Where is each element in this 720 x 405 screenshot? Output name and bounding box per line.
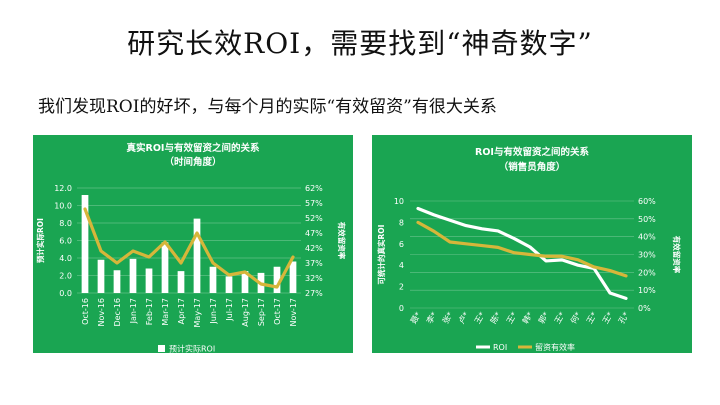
y2-tick-label: 0%: [638, 304, 651, 313]
x-tick-label: Nov-16: [97, 298, 106, 326]
x-tick-label: 王*: [553, 311, 567, 326]
x-tick-label: 陈*: [488, 310, 503, 325]
slide-title: 研究长效ROI，需要找到“神奇数字”: [127, 27, 593, 60]
x-tick-label: 张*: [441, 311, 455, 326]
x-tick-label: Sep-17: [257, 298, 266, 326]
y-tick-label: 8: [399, 218, 404, 227]
bar: [241, 271, 249, 293]
bar: [145, 268, 153, 293]
y-tick-label: 0.0: [59, 289, 72, 298]
y-axis-label: 可统计的真实ROI: [376, 224, 386, 284]
x-tick-label: Oct-17: [273, 298, 282, 325]
y2-tick-label: 32%: [305, 274, 323, 283]
x-tick-label: Mar-17: [161, 298, 170, 326]
y-axis-label: 预计实际ROI: [35, 218, 45, 263]
legend-label-roi: ROI: [493, 343, 507, 352]
y2-tick-label: 27%: [305, 289, 323, 298]
y2-axis-label: 有效留资率: [337, 222, 347, 260]
chart-time-svg: 真实ROI与有效留资之间的关系 （时间角度） 0.0 2.0 4.0 6.0 8.0 10.0…: [35, 142, 347, 354]
roi-line: [416, 206, 628, 300]
x-tick-label: 王*: [601, 311, 615, 326]
bar: [273, 266, 281, 293]
rate-line: [83, 207, 295, 289]
x-tick-label: 王*: [473, 311, 487, 326]
chart-subtitle: （时间角度）: [164, 156, 221, 168]
x-tick-label: 聂*: [409, 311, 423, 326]
y2-tick-label: 42%: [305, 244, 323, 253]
y2-tick-label: 57%: [305, 199, 323, 208]
slide-subtitle: 我们发现ROI的好坏，与每个月的实际“有效留资”有很大关系: [38, 97, 497, 117]
bar: [81, 195, 89, 293]
x-tick-label: Apr-17: [177, 298, 186, 324]
chart-title: ROI与有效留资之间的关系: [475, 146, 589, 158]
x-tick-label: Oct-16: [81, 298, 90, 325]
x-tick-label: Dec-16: [113, 298, 122, 327]
y-tick-label: 4: [399, 261, 404, 270]
bar: [129, 258, 137, 293]
legend-label-rate: 留资有效率: [535, 342, 575, 352]
x-tick-label: Jan-17: [129, 298, 138, 324]
y-tick-label: 6: [399, 240, 404, 249]
legend-label-roi: 预计实际ROI: [169, 344, 215, 354]
y-tick-label: 2: [399, 283, 404, 292]
y2-tick-label: 40%: [638, 233, 656, 242]
x-tick-label: 卢*: [456, 310, 471, 325]
x-tick-label: 王*: [505, 311, 519, 326]
bar: [113, 270, 121, 293]
bar: [193, 218, 201, 293]
chart-sales-panel: ROI与有效留资之间的关系 （销售员角度） 0% 10% 20% 30% 40% 50% 60%…: [372, 135, 692, 353]
y2-tick-label: 60%: [638, 197, 656, 206]
y2-axis-label: 有效留资率: [672, 236, 682, 274]
bar: [177, 271, 185, 293]
y-tick-label: 6.0: [59, 237, 72, 246]
x-tick-label: 李*: [424, 310, 439, 325]
x-tick-label: Jul-17: [225, 298, 234, 322]
y2-tick-label: 30%: [638, 251, 656, 260]
y-tick-label: 2.0: [59, 272, 72, 281]
y2-tick-label: 37%: [305, 259, 323, 268]
y2-tick-label: 62%: [305, 184, 323, 193]
bar: [289, 261, 297, 293]
y2-tick-label: 50%: [638, 215, 656, 224]
y2-tick-label: 52%: [305, 214, 323, 223]
chart-title: 真实ROI与有效留资之间的关系: [127, 142, 260, 154]
y2-tick-label: 47%: [305, 229, 323, 238]
y2-tick-label: 10%: [638, 286, 656, 295]
bar: [209, 266, 217, 293]
bar: [97, 259, 105, 293]
chart-subtitle: （销售员角度）: [499, 161, 566, 173]
x-tick-label: 韩*: [520, 310, 535, 325]
x-tick-label: Aug-17: [241, 298, 250, 327]
y2-tick-label: 20%: [638, 268, 656, 277]
x-tick-label: 王*: [585, 311, 599, 326]
x-tick-label: 孔*: [617, 311, 631, 326]
y-tick-label: 8.0: [59, 219, 72, 228]
y-tick-label: 4.0: [59, 254, 72, 263]
y-tick-label: 0: [399, 304, 404, 313]
rate-line: [416, 220, 628, 278]
chart-time-panel: 真实ROI与有效留资之间的关系 （时间角度） 0.0 2.0 4.0 6.0 8.0 10.0…: [33, 135, 353, 353]
bar: [225, 276, 233, 293]
y-tick-label: 12.0: [54, 184, 72, 193]
legend-swatch-roi: [158, 345, 165, 352]
y-tick-label: 10.0: [54, 202, 72, 211]
x-tick-label: Feb-17: [145, 298, 154, 325]
bar: [161, 242, 169, 293]
x-tick-label: Jun-17: [209, 298, 218, 325]
x-tick-label: 何*: [568, 310, 583, 325]
x-tick-label: Nov-17: [289, 298, 298, 326]
x-tick-label: May-17: [193, 298, 202, 327]
y-tick-label: 10: [394, 197, 404, 206]
chart-sales-svg: ROI与有效留资之间的关系 （销售员角度） 0% 10% 20% 30% 40% 50% 60%…: [376, 146, 682, 352]
x-tick-label: 郭*: [536, 310, 551, 325]
